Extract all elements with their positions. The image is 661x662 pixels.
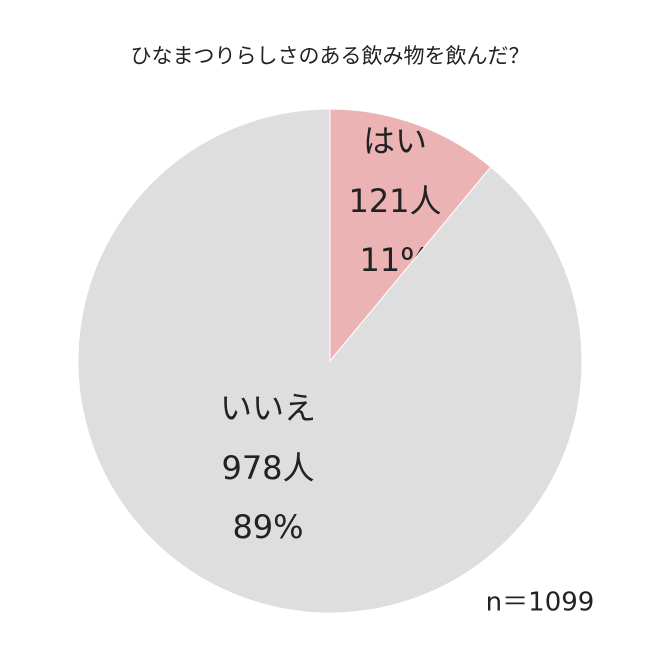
category-label: いいえ [220, 389, 316, 427]
count-label: 121人 [348, 182, 441, 220]
chart-title: ひなまつりらしさのある飲み物を飲んだ？ [131, 44, 530, 68]
count-label: 978人 [221, 449, 314, 487]
percent-label: 89% [232, 508, 303, 546]
category-label: はい [363, 122, 427, 160]
pie-slice [329, 108, 492, 363]
sample-note: n＝1099 [486, 588, 595, 618]
pie-slice [77, 108, 583, 614]
